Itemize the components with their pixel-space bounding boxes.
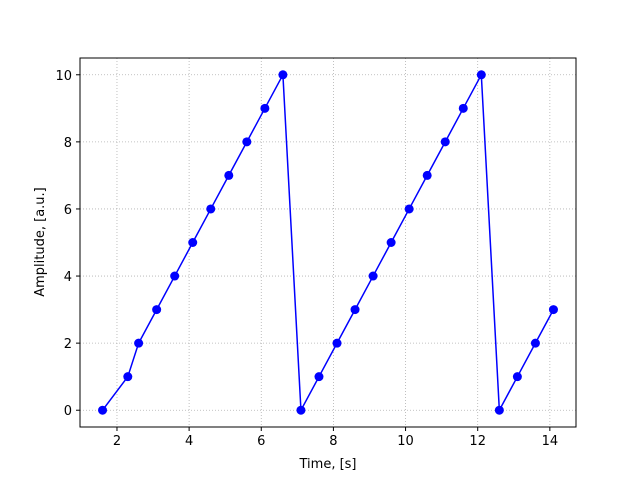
data-point (332, 338, 342, 348)
data-point (350, 305, 360, 315)
data-point (386, 238, 396, 247)
data-point (314, 372, 324, 382)
data-point (260, 103, 270, 113)
x-tick-label: 14 (542, 434, 559, 449)
x-tick-label: 12 (469, 434, 486, 449)
y-tick-label: 8 (64, 136, 72, 151)
data-point (123, 372, 133, 382)
y-tick-label: 2 (64, 337, 72, 352)
data-point (494, 405, 504, 415)
data-line (101, 72, 555, 413)
data-point (170, 271, 180, 281)
data-point (440, 137, 450, 147)
data-point (242, 137, 252, 147)
y-axis-label: Amplitude, [a.u.] (33, 187, 48, 297)
data-point (512, 372, 522, 382)
x-tick-label: 2 (113, 434, 121, 449)
data-point (224, 170, 234, 180)
plot-frame (79, 57, 577, 428)
data-point (422, 170, 432, 180)
data-point (404, 204, 414, 214)
data-point (188, 238, 198, 247)
y-tick-label: 6 (64, 203, 72, 218)
x-tick-label: 4 (185, 434, 193, 449)
x-tick-label: 6 (257, 434, 265, 449)
data-point (278, 70, 288, 80)
data-point (458, 103, 468, 113)
data-point (368, 271, 378, 281)
data-point (530, 338, 540, 348)
y-tick-label: 4 (64, 270, 72, 285)
data-point (476, 70, 486, 80)
data-point (296, 405, 306, 415)
data-point (548, 305, 558, 315)
x-tick-label: 8 (329, 434, 337, 449)
x-tick-label: 10 (397, 434, 414, 449)
data-point (134, 338, 144, 348)
y-tick-label: 0 (64, 404, 72, 419)
data-point (152, 305, 162, 315)
data-point (98, 405, 108, 415)
data-point (206, 204, 216, 214)
y-tick-label: 10 (55, 69, 72, 84)
x-axis-label: Time, [s] (299, 457, 357, 472)
